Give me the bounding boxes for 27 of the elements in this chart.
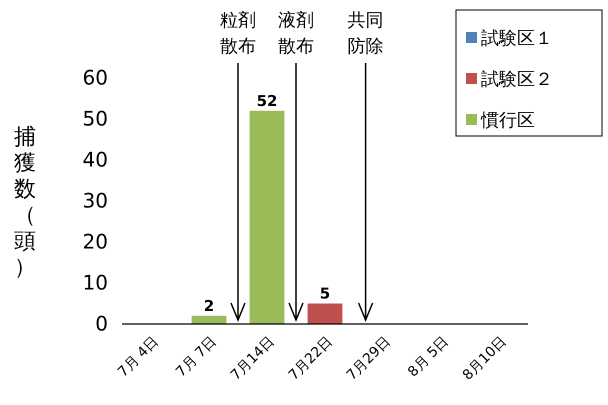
legend-label: 試験区２ [481,69,553,90]
x-tick-label: 7月29日 [344,334,394,384]
text: 粒剤散布 [220,10,256,57]
x-tick-label: 8月 5日 [404,334,452,380]
x-tick-label: 7月14日 [228,334,278,384]
text: 共同防除 [348,10,384,57]
text: 液剤散布 [278,10,314,57]
x-tick-label: 7月 4日 [114,334,162,380]
y-tick-label: 20 [82,229,108,254]
data-label: 52 [256,92,278,110]
y-axis-title: 捕獲数（頭） [14,125,36,280]
data-label: 2 [204,296,214,315]
y-tick-label: 0 [95,311,108,336]
y-tick-label: 60 [82,65,108,90]
y-tick-label: 30 [82,188,108,212]
data-label: 5 [320,284,330,302]
x-tick-label: 8月10日 [460,334,510,384]
legend-label: 試験区１ [481,28,553,49]
bar [250,110,284,324]
bar [192,316,226,324]
x-tick-label: 7月 7日 [172,334,220,380]
bar [308,304,342,324]
y-tick-label: 50 [82,106,108,130]
x-tick-label: 7月22日 [286,334,336,384]
y-tick-label: 10 [82,270,108,294]
legend-label: 慣行区 [480,110,535,131]
y-tick-label: 40 [82,147,108,172]
